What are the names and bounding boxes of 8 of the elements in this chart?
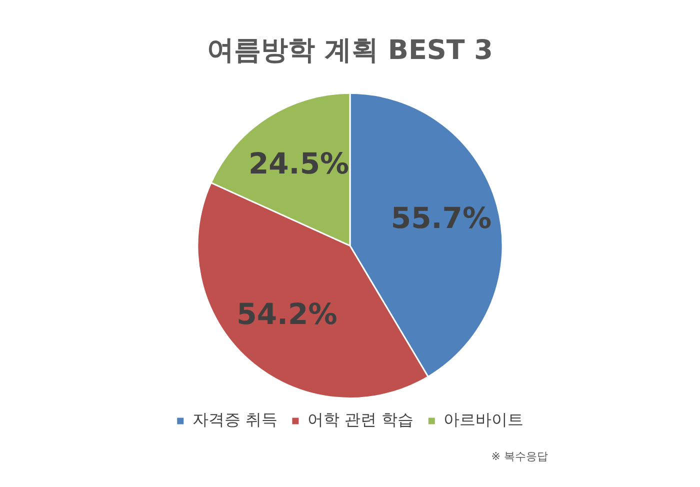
data-label: 55.7%	[390, 201, 492, 236]
data-label: 54.2%	[236, 296, 338, 331]
data-label: 24.5%	[248, 146, 350, 181]
legend-label: 아르바이트	[444, 410, 524, 430]
legend-label: 자격증 취득	[192, 410, 278, 430]
chart-title: 여름방학 계획 BEST 3	[207, 35, 493, 66]
legend-label: 어학 관련 학습	[307, 410, 414, 430]
text: ※ 복수응답	[491, 450, 548, 464]
